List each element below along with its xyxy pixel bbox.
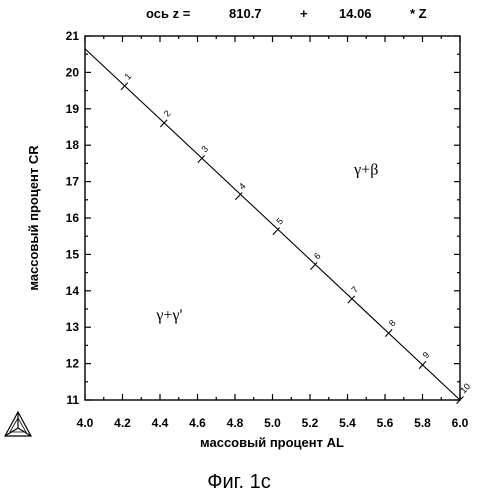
point-marker [347,295,356,304]
y-tick-labels: 11 12 13 14 15 16 17 18 19 20 21 [66,29,80,407]
region-labels: γ+β γ+γ' [155,161,378,324]
point-label: 7 [349,284,360,294]
figure-caption: Фиг. 1с [207,471,270,493]
point-marker [197,155,206,164]
point-marker [120,82,129,91]
y-tick-label: 20 [66,65,80,79]
y-tick-label: 15 [66,247,80,261]
phase-boundary-line [84,48,461,401]
x-tick-label: 4.4 [152,416,169,430]
point-label: 9 [421,350,432,360]
point-label: 6 [312,251,323,261]
axis-ticks [84,35,461,401]
header-slope: 14.06 [339,6,372,21]
point-marker [418,361,427,370]
point-label: 8 [387,318,398,328]
y-tick-label: 19 [66,102,80,116]
point-label: 3 [199,144,210,154]
x-tick-label: 6.0 [452,416,469,430]
point-label: 5 [274,216,285,226]
point-marker [272,227,281,236]
y-tick-label: 13 [66,320,80,334]
point-marker [456,395,464,405]
x-axis-title: массовый процент AL [200,435,344,450]
x-tick-label: 5.4 [339,416,356,430]
x-tick-label: 5.6 [377,416,394,430]
x-tick-labels: 4.0 4.2 4.4 4.6 4.8 5.0 5.2 5.4 5.6 5.8 6.0 [77,416,469,430]
point-marker [309,262,318,271]
point-marker [159,119,168,128]
point-marker [384,328,393,338]
x-tick-label: 5.0 [264,416,281,430]
point-label: 2 [162,108,173,118]
y-tick-label: 16 [66,211,80,225]
x-tick-label: 5.8 [414,416,431,430]
y-tick-label: 17 [66,175,80,189]
region-label: γ+β [353,161,378,178]
plot-frame [84,35,461,401]
y-tick-label: 11 [66,393,79,407]
y-tick-label: 21 [66,29,80,43]
point-label: 1 [123,71,134,81]
header-intercept: 810.7 [229,6,262,21]
y-tick-label: 18 [66,138,80,152]
x-tick-label: 4.8 [227,416,244,430]
x-tick-label: 4.0 [77,416,94,430]
data-series: 1 2 3 4 5 6 7 8 9 10 [84,48,472,405]
point-label: 4 [237,181,248,191]
x-tick-label: 4.2 [114,416,131,430]
y-tick-label: 14 [66,284,80,298]
x-tick-label: 5.2 [302,416,319,430]
header-plus: + [300,6,308,21]
x-tick-label: 4.6 [189,416,206,430]
region-label: γ+γ' [155,307,182,324]
point-marker [234,192,243,201]
header-multiplier: * Z [410,6,427,21]
triangle-logo-icon [3,410,33,437]
header-axis-label: ось z = [146,6,191,21]
y-axis-title: массовый процент CR [26,145,41,291]
point-label: 10 [458,381,472,395]
y-tick-label: 12 [66,357,80,371]
